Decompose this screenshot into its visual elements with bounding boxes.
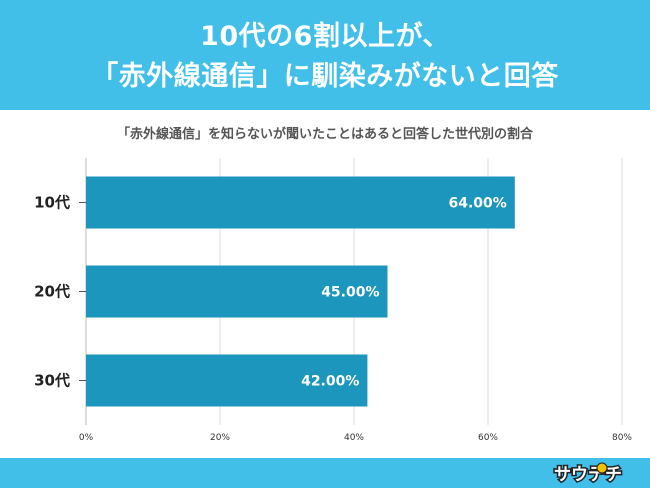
- bar: [86, 176, 515, 229]
- headline-line-2: 「赤外線通信」に馴染みがないと回答: [91, 61, 559, 92]
- bar: [86, 265, 388, 318]
- header-banner: 10代の6割以上が、 「赤外線通信」に馴染みがないと回答: [0, 0, 650, 110]
- logo-bulb-icon: [596, 462, 608, 474]
- bar-value-label: 45.00%: [321, 285, 379, 301]
- bar: [86, 354, 368, 407]
- logo-text: サウテチ: [554, 465, 622, 485]
- x-tick-label: 20%: [210, 433, 230, 443]
- bar-value-label: 64.00%: [448, 196, 506, 212]
- category-label: 20代: [34, 283, 70, 301]
- x-tick-label: 0%: [79, 433, 94, 443]
- bar-value-label: 42.00%: [301, 374, 359, 390]
- site-logo: サウテチ: [553, 462, 624, 485]
- footer-bar: サウテチ: [0, 458, 650, 488]
- x-tick-label: 60%: [478, 433, 498, 443]
- x-tick-label: 40%: [344, 433, 364, 443]
- bar-chart: 0% 20% 40% 60% 80% 64.00% 10代 45.00% 20代 42.00% 30…: [34, 158, 632, 443]
- chart-title: 「赤外線通信」を知らないが聞いたことはあると回答した世代別の割合: [116, 127, 533, 142]
- x-tick-label: 80%: [612, 433, 632, 443]
- category-label: 10代: [34, 194, 70, 212]
- category-label: 30代: [34, 372, 70, 390]
- headline-line-1: 10代の6割以上が、: [200, 21, 450, 52]
